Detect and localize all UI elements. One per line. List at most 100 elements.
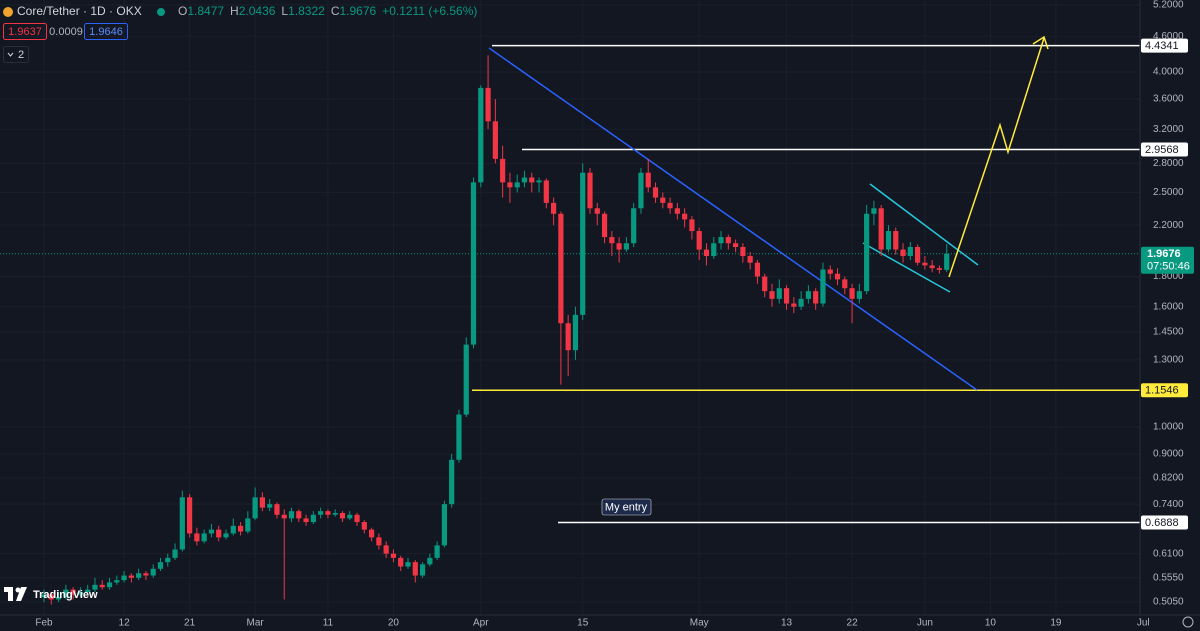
y-tick-label: 1.0000 [1153, 422, 1184, 433]
brand-logo [4, 587, 27, 601]
candle-body [820, 269, 826, 304]
candle-body [172, 549, 178, 558]
candle-body [711, 243, 717, 257]
settings-icon[interactable] [1182, 616, 1194, 628]
brand: TradingView [33, 589, 98, 601]
buy-price[interactable]: 1.9646 [89, 26, 123, 38]
indicator-count[interactable]: 2 [18, 49, 24, 61]
candle-body [587, 172, 593, 209]
indicator-toggle[interactable] [3, 46, 29, 63]
candle-body [48, 594, 54, 600]
y-tick-label: 4.6000 [1153, 31, 1184, 42]
candle-body [223, 533, 229, 538]
candle-body [842, 279, 848, 289]
candle-body [259, 497, 265, 508]
candle-body [558, 213, 564, 324]
candle-body [551, 202, 557, 214]
candle-body [754, 262, 761, 277]
change: +0.1211 (+6.56%) [382, 4, 477, 18]
price-tag-label: 4.4341 [1145, 40, 1179, 52]
time-axis [0, 615, 1200, 631]
candle-body [660, 197, 666, 203]
candle-body [128, 575, 134, 578]
candle-body [55, 596, 62, 600]
candle-body [383, 545, 389, 554]
buy-box[interactable] [84, 23, 128, 40]
candle-body [805, 291, 811, 299]
c-label: C [331, 4, 340, 18]
candle-body [77, 592, 83, 595]
y-tick-label: 0.6100 [1153, 548, 1184, 559]
last-price-tag [1141, 246, 1194, 274]
arrow-head [1032, 35, 1049, 50]
candle-body [856, 291, 862, 299]
sell-box[interactable] [3, 23, 47, 40]
candle-body [529, 177, 535, 183]
candle-body [121, 575, 127, 581]
x-tick-label: 10 [985, 618, 997, 629]
candle-body [296, 511, 302, 519]
x-tick-label: 21 [184, 618, 196, 629]
candle-body [507, 182, 513, 188]
l-value: 1.8322 [288, 4, 325, 18]
candle-body [922, 262, 928, 266]
y-tick-label: 0.7400 [1153, 499, 1184, 510]
candle-body [369, 529, 375, 538]
projection-arrow [948, 37, 1045, 278]
candle-body [412, 562, 418, 576]
candle-body [791, 303, 797, 307]
x-tick-label: 20 [388, 618, 400, 629]
candle-body [543, 180, 549, 203]
y-tick-label: 0.5050 [1153, 597, 1184, 608]
candle-body [318, 511, 324, 515]
candle-body [252, 497, 258, 519]
candle-body [878, 208, 884, 250]
candle-body [303, 518, 309, 523]
candle-body [521, 177, 528, 183]
candle-body [652, 187, 659, 198]
candle-body [41, 594, 47, 597]
candle-body [565, 323, 571, 351]
candle-body [85, 589, 91, 593]
chevron [7, 52, 14, 57]
candle-body [893, 231, 899, 250]
price-levels [0, 44, 1140, 524]
candle-body [288, 511, 295, 519]
candle-body [70, 589, 76, 595]
candle-body [907, 247, 913, 257]
candle-body [594, 208, 600, 214]
y-tick-label: 1.3000 [1153, 355, 1184, 366]
candle-body [813, 291, 819, 304]
logo-part [15, 587, 21, 593]
candle-body [390, 553, 397, 558]
sell-price[interactable]: 1.9637 [8, 26, 42, 38]
x-tick-label: 12 [119, 618, 131, 629]
candle-body [237, 525, 244, 532]
candle-body [143, 573, 149, 576]
x-tick-label: 11 [323, 618, 334, 629]
candle-body [179, 497, 185, 550]
c-value: 1.9676 [339, 4, 376, 18]
candle-body [230, 525, 236, 534]
price-tag-label: 0.6888 [1145, 517, 1179, 529]
symbol[interactable]: Core/Tether · 1D · OKX [17, 4, 142, 18]
candle-body [310, 514, 316, 523]
candle-body [354, 514, 360, 523]
candle-body [703, 249, 710, 257]
x-tick-label: Apr [473, 618, 489, 629]
candle-body [150, 568, 156, 576]
x-tick-label: 19 [1050, 618, 1062, 629]
price-tag [1141, 515, 1188, 530]
x-tick-label: Feb [35, 618, 53, 629]
candle-body [638, 172, 644, 209]
x-tick-label: Mar [247, 618, 265, 629]
candle-body [944, 253, 950, 270]
y-tick-label: 1.6000 [1153, 301, 1184, 312]
y-tick-label: 0.8200 [1153, 473, 1184, 484]
candle-body [536, 180, 542, 183]
y-tick-label: 3.6000 [1153, 94, 1184, 105]
candle-body [405, 562, 411, 567]
candle-body [99, 584, 105, 588]
